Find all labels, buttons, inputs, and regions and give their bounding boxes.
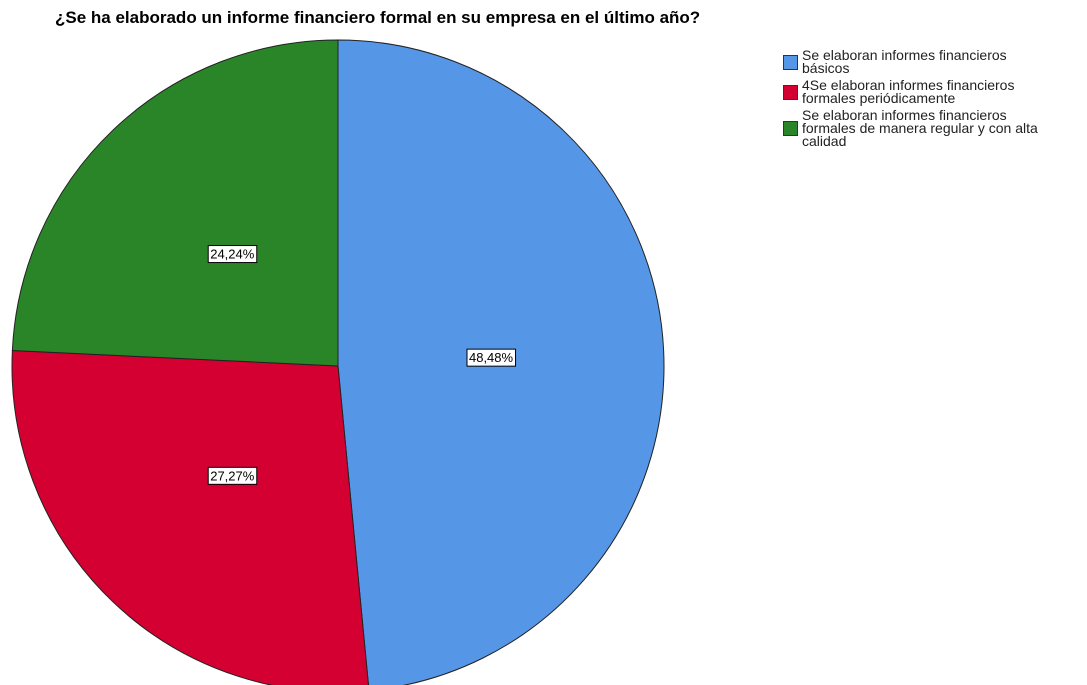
legend-swatch [783, 121, 798, 136]
legend-item: Se elaboran informes financieros básicos [783, 47, 1083, 76]
legend-item: Se elaboran informes financieros formale… [783, 107, 1083, 149]
legend-swatch [783, 54, 798, 70]
legend: Se elaboran informes financieros básicos… [783, 47, 1083, 152]
pie-slice [11, 39, 339, 367]
data-label-box [466, 348, 517, 367]
legend-item: 4Se elaboran informes financieros formal… [783, 77, 1083, 106]
legend-label: 4Se elaboran informes financieros formal… [802, 77, 1015, 106]
data-label: 27,27% [210, 468, 255, 483]
legend-label: Se elaboran informes financieros formale… [802, 107, 1038, 149]
pie-slice [11, 349, 369, 685]
data-label: 48,48% [469, 350, 514, 365]
data-label-box [207, 466, 258, 485]
data-label-box [207, 245, 258, 264]
chart-title: ¿Se ha elaborado un informe financiero f… [55, 8, 701, 27]
legend-swatch [783, 84, 798, 100]
data-label: 24,24% [210, 247, 255, 262]
legend-label: Se elaboran informes financieros básicos [802, 47, 1007, 76]
